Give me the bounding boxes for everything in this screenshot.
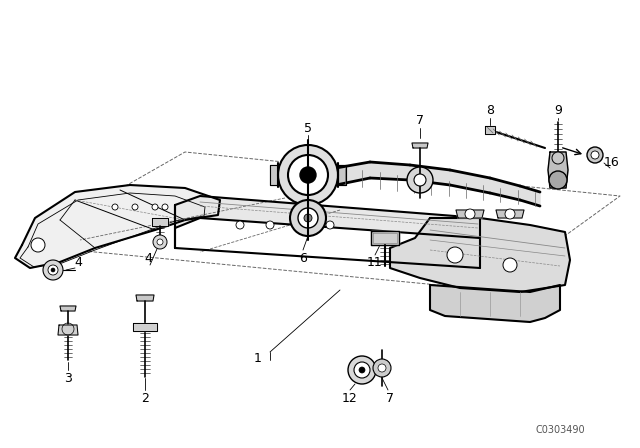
Polygon shape — [175, 196, 480, 238]
Text: 11: 11 — [367, 255, 383, 268]
Circle shape — [304, 214, 312, 222]
Polygon shape — [133, 323, 157, 331]
Text: 8: 8 — [486, 103, 494, 116]
Circle shape — [31, 238, 45, 252]
Circle shape — [414, 174, 426, 186]
Polygon shape — [412, 143, 428, 148]
Circle shape — [447, 247, 463, 263]
Circle shape — [51, 268, 55, 272]
Text: 2: 2 — [141, 392, 149, 405]
Polygon shape — [430, 285, 560, 322]
Circle shape — [300, 167, 316, 183]
Circle shape — [587, 147, 603, 163]
Circle shape — [348, 356, 376, 384]
Circle shape — [132, 204, 138, 210]
Circle shape — [152, 204, 158, 210]
Polygon shape — [60, 306, 76, 311]
Circle shape — [278, 145, 338, 205]
Circle shape — [296, 221, 304, 229]
Text: C0303490: C0303490 — [535, 425, 585, 435]
Circle shape — [591, 151, 599, 159]
Polygon shape — [270, 165, 278, 185]
Polygon shape — [152, 218, 168, 226]
Text: 9: 9 — [554, 103, 562, 116]
Circle shape — [359, 367, 365, 373]
Text: 1: 1 — [254, 352, 262, 365]
Circle shape — [326, 221, 334, 229]
Circle shape — [373, 359, 391, 377]
Text: 12: 12 — [342, 392, 358, 405]
Circle shape — [157, 239, 163, 245]
Text: 7: 7 — [416, 113, 424, 126]
Text: 3: 3 — [64, 371, 72, 384]
Polygon shape — [136, 295, 154, 301]
Polygon shape — [338, 165, 346, 185]
Circle shape — [503, 258, 517, 272]
Circle shape — [290, 200, 326, 236]
Polygon shape — [336, 162, 540, 206]
Circle shape — [43, 260, 63, 280]
Circle shape — [236, 221, 244, 229]
Polygon shape — [456, 210, 484, 218]
Circle shape — [153, 235, 167, 249]
Polygon shape — [15, 185, 220, 268]
Polygon shape — [496, 210, 524, 218]
Polygon shape — [371, 231, 399, 245]
Text: 5: 5 — [304, 121, 312, 134]
Circle shape — [552, 152, 564, 164]
Text: 7: 7 — [386, 392, 394, 405]
Polygon shape — [390, 218, 570, 292]
Circle shape — [407, 167, 433, 193]
Circle shape — [354, 362, 370, 378]
Circle shape — [112, 204, 118, 210]
Polygon shape — [548, 152, 568, 188]
Circle shape — [298, 208, 318, 228]
Circle shape — [378, 364, 386, 372]
Polygon shape — [485, 126, 495, 134]
Text: 6: 6 — [299, 251, 307, 264]
Circle shape — [549, 171, 567, 189]
Polygon shape — [58, 325, 78, 335]
Text: 16: 16 — [604, 155, 620, 168]
Circle shape — [266, 221, 274, 229]
Text: 4: 4 — [74, 255, 82, 268]
Circle shape — [162, 204, 168, 210]
Circle shape — [288, 155, 328, 195]
Text: 4: 4 — [144, 251, 152, 264]
Circle shape — [505, 209, 515, 219]
Circle shape — [48, 265, 58, 275]
Circle shape — [465, 209, 475, 219]
